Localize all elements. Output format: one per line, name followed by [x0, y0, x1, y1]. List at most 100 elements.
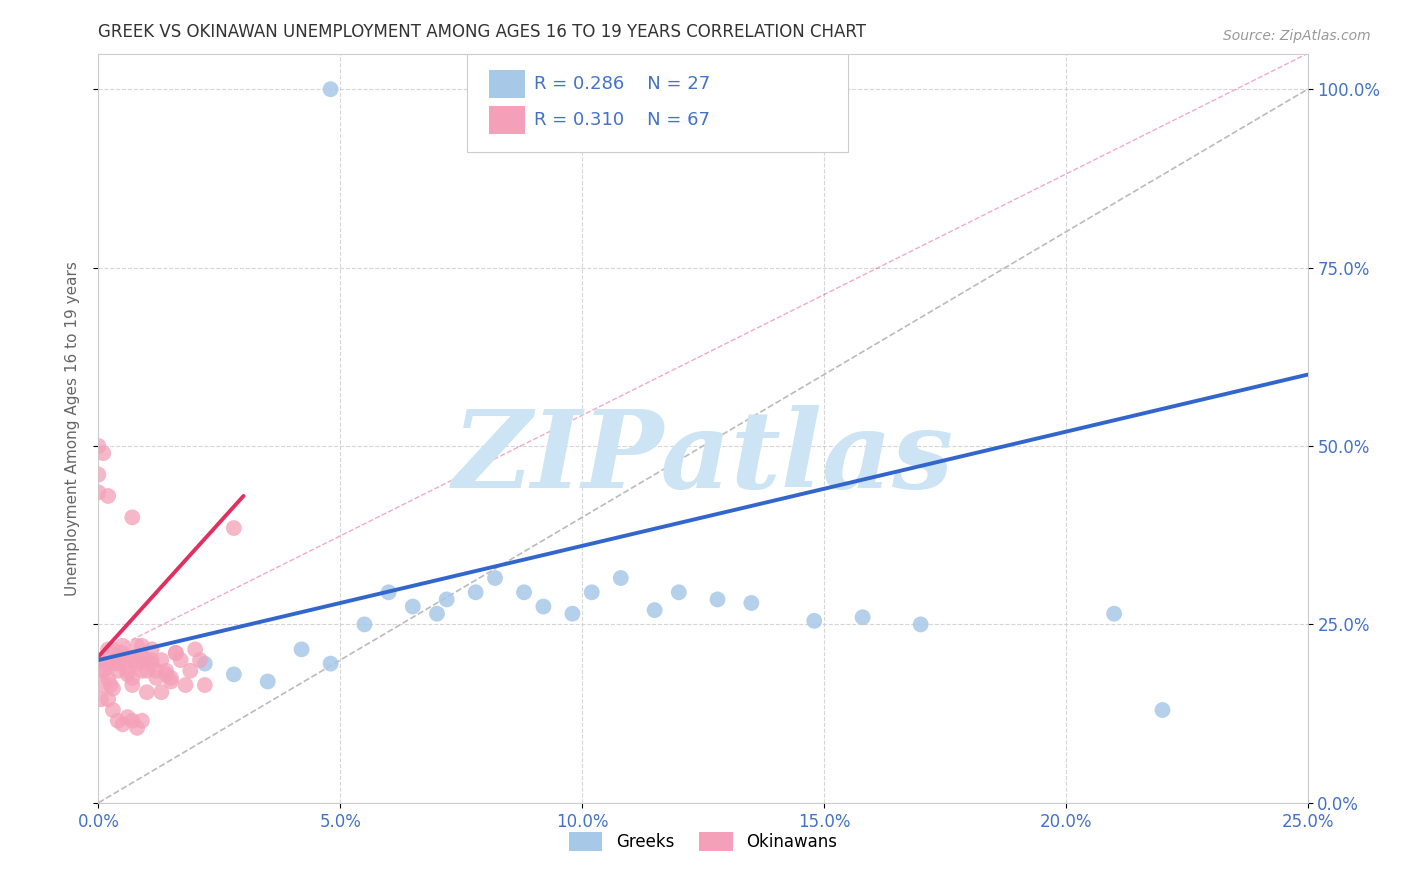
Text: R = 0.286    N = 27: R = 0.286 N = 27 [534, 75, 710, 94]
Point [145, 664, 167, 678]
Point [194, 678, 217, 692]
Point [101, 703, 124, 717]
Point [121, 653, 143, 667]
Point [91, 446, 114, 460]
Point [107, 664, 129, 678]
Point [402, 599, 425, 614]
Point [131, 714, 153, 728]
Point [165, 646, 187, 660]
Point [141, 653, 163, 667]
Point [319, 82, 342, 96]
Point [117, 649, 139, 664]
Point [135, 664, 157, 678]
Point [127, 657, 149, 671]
Point [141, 642, 163, 657]
Point [165, 646, 187, 660]
Point [150, 653, 173, 667]
Point [464, 585, 486, 599]
Point [160, 674, 183, 689]
FancyBboxPatch shape [489, 106, 526, 135]
Point [90, 653, 112, 667]
Point [111, 717, 134, 731]
Point [222, 521, 245, 535]
Point [740, 596, 762, 610]
Point [706, 592, 728, 607]
Point [174, 678, 197, 692]
Point [256, 674, 278, 689]
Point [101, 657, 124, 671]
Point [141, 657, 163, 671]
Point [179, 664, 201, 678]
Point [107, 714, 129, 728]
Point [97, 692, 120, 706]
Point [145, 671, 167, 685]
Point [644, 603, 666, 617]
Point [131, 649, 153, 664]
Point [97, 489, 120, 503]
Point [87, 439, 110, 453]
Point [91, 664, 114, 678]
Point [581, 585, 603, 599]
Point [107, 657, 129, 671]
Point [436, 592, 458, 607]
Point [852, 610, 875, 624]
Point [531, 599, 554, 614]
Point [87, 467, 110, 482]
Point [117, 710, 139, 724]
Point [910, 617, 932, 632]
Point [111, 646, 134, 660]
Point [117, 664, 139, 678]
Point [127, 721, 149, 735]
Point [101, 642, 124, 657]
Point [1102, 607, 1125, 621]
Point [127, 653, 149, 667]
Point [97, 671, 120, 685]
Point [121, 510, 143, 524]
Point [135, 685, 157, 699]
Point [94, 657, 117, 671]
Point [107, 649, 129, 664]
Point [377, 585, 399, 599]
Point [91, 678, 114, 692]
Y-axis label: Unemployment Among Ages 16 to 19 years: Unemployment Among Ages 16 to 19 years [65, 260, 80, 596]
Point [160, 671, 183, 685]
Point [117, 667, 139, 681]
Point [188, 653, 211, 667]
Point [111, 639, 134, 653]
Point [131, 639, 153, 653]
Point [803, 614, 825, 628]
Point [610, 571, 633, 585]
Point [100, 678, 122, 692]
Point [513, 585, 536, 599]
Text: GREEK VS OKINAWAN UNEMPLOYMENT AMONG AGES 16 TO 19 YEARS CORRELATION CHART: GREEK VS OKINAWAN UNEMPLOYMENT AMONG AGE… [98, 23, 866, 41]
Point [561, 607, 583, 621]
Point [97, 642, 120, 657]
Point [150, 685, 173, 699]
Point [90, 692, 112, 706]
FancyBboxPatch shape [467, 54, 848, 153]
Point [484, 571, 506, 585]
Point [194, 657, 217, 671]
Point [121, 678, 143, 692]
Point [155, 664, 177, 678]
Point [155, 667, 177, 681]
Point [222, 667, 245, 681]
Point [290, 642, 312, 657]
Point [121, 714, 143, 728]
Point [111, 657, 134, 671]
Point [101, 681, 124, 696]
Point [184, 642, 207, 657]
Point [169, 653, 191, 667]
Text: ZIPatlas: ZIPatlas [453, 405, 953, 511]
Point [87, 485, 110, 500]
Legend: Greeks, Okinawans: Greeks, Okinawans [562, 826, 844, 858]
Point [1152, 703, 1174, 717]
Point [121, 671, 143, 685]
Point [353, 617, 375, 632]
FancyBboxPatch shape [489, 70, 526, 98]
Point [668, 585, 690, 599]
Point [426, 607, 449, 621]
Point [91, 664, 114, 678]
Text: Source: ZipAtlas.com: Source: ZipAtlas.com [1223, 29, 1371, 43]
Point [131, 664, 153, 678]
